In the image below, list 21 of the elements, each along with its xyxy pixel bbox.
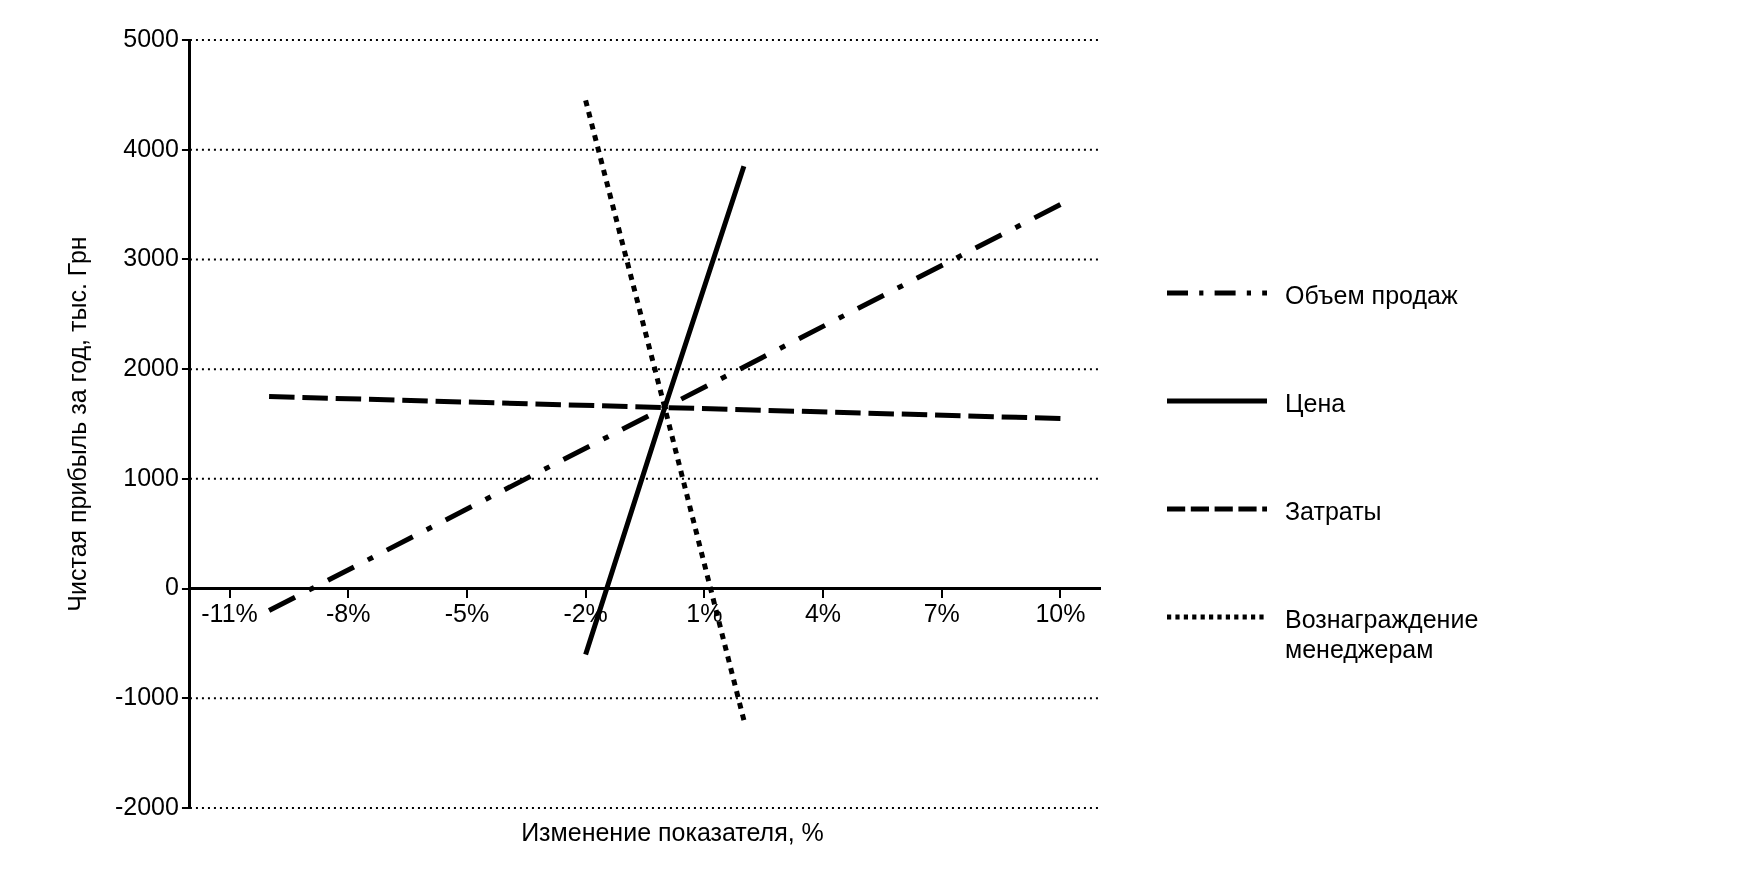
x-tick-label: -11% xyxy=(201,599,258,628)
y-tick-label: -1000 xyxy=(114,682,179,711)
y-axis-title: Чистая прибыль за год, тыс. Грн xyxy=(62,236,91,612)
y-tick-label: -2000 xyxy=(114,791,179,820)
y-tick-label: 0 xyxy=(165,572,179,601)
x-tick-label: 1% xyxy=(686,599,723,628)
x-tick-label: 10% xyxy=(1035,599,1086,628)
legend-label: Затраты xyxy=(1285,496,1382,526)
legend-label: Вознаграждение менеджерам xyxy=(1285,604,1480,664)
x-axis-title: Изменение показателя, % xyxy=(520,818,825,847)
y-tick-label: 4000 xyxy=(123,133,179,162)
y-tick-label: 2000 xyxy=(123,353,179,382)
y-tick-label: 3000 xyxy=(123,243,179,272)
legend-label: Объем продаж xyxy=(1285,280,1458,310)
x-tick-label: -5% xyxy=(444,599,490,628)
legend-label: Цена xyxy=(1285,388,1346,418)
x-tick-label: -8% xyxy=(325,599,371,628)
x-tick-label: 4% xyxy=(804,599,842,628)
y-tick-label: 5000 xyxy=(123,23,179,52)
x-tick-label: 7% xyxy=(923,599,960,628)
y-tick-label: 1000 xyxy=(123,462,179,491)
